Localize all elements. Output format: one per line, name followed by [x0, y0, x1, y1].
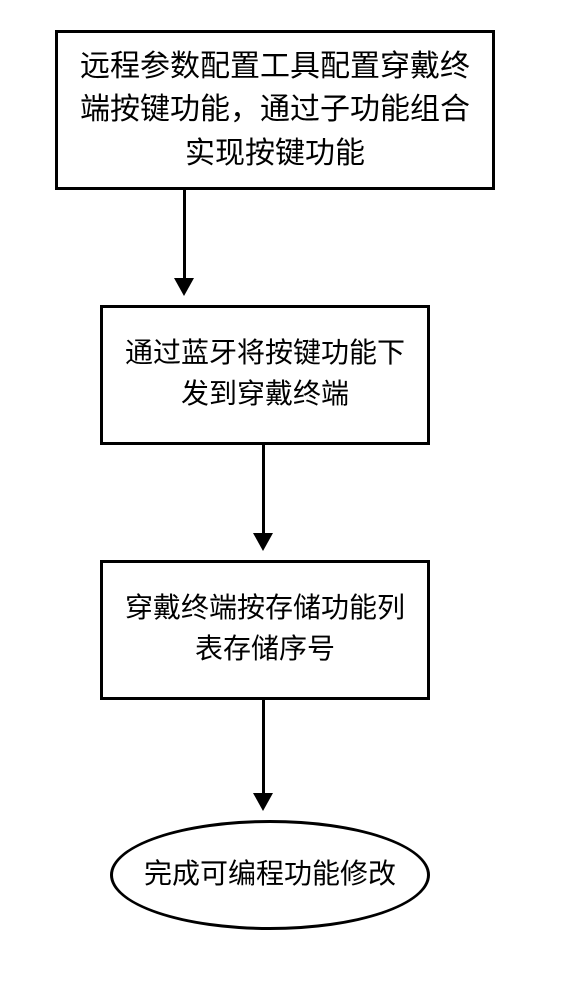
flow-node-label: 通过蓝牙将按键功能下发到穿戴终端 [113, 334, 417, 415]
flowchart-canvas: 远程参数配置工具配置穿戴终端按键功能，通过子功能组合实现按键功能 通过蓝牙将按键… [0, 0, 579, 1000]
flow-node-bluetooth-send: 通过蓝牙将按键功能下发到穿戴终端 [100, 305, 430, 445]
flow-node-configure-tool: 远程参数配置工具配置穿戴终端按键功能，通过子功能组合实现按键功能 [55, 30, 495, 190]
flow-edge-arrowhead [253, 793, 273, 811]
flow-node-label: 远程参数配置工具配置穿戴终端按键功能，通过子功能组合实现按键功能 [68, 45, 482, 176]
flow-node-complete: 完成可编程功能修改 [110, 820, 430, 930]
flow-node-store-sequence: 穿戴终端按存储功能列表存储序号 [100, 560, 430, 700]
flow-edge-line [183, 190, 186, 280]
flow-node-label: 完成可编程功能修改 [144, 856, 396, 894]
flow-edge-line [262, 445, 265, 535]
flow-edge-line [262, 700, 265, 795]
flow-edge-arrowhead [174, 278, 194, 296]
flow-node-label: 穿戴终端按存储功能列表存储序号 [113, 589, 417, 670]
flow-edge-arrowhead [253, 533, 273, 551]
